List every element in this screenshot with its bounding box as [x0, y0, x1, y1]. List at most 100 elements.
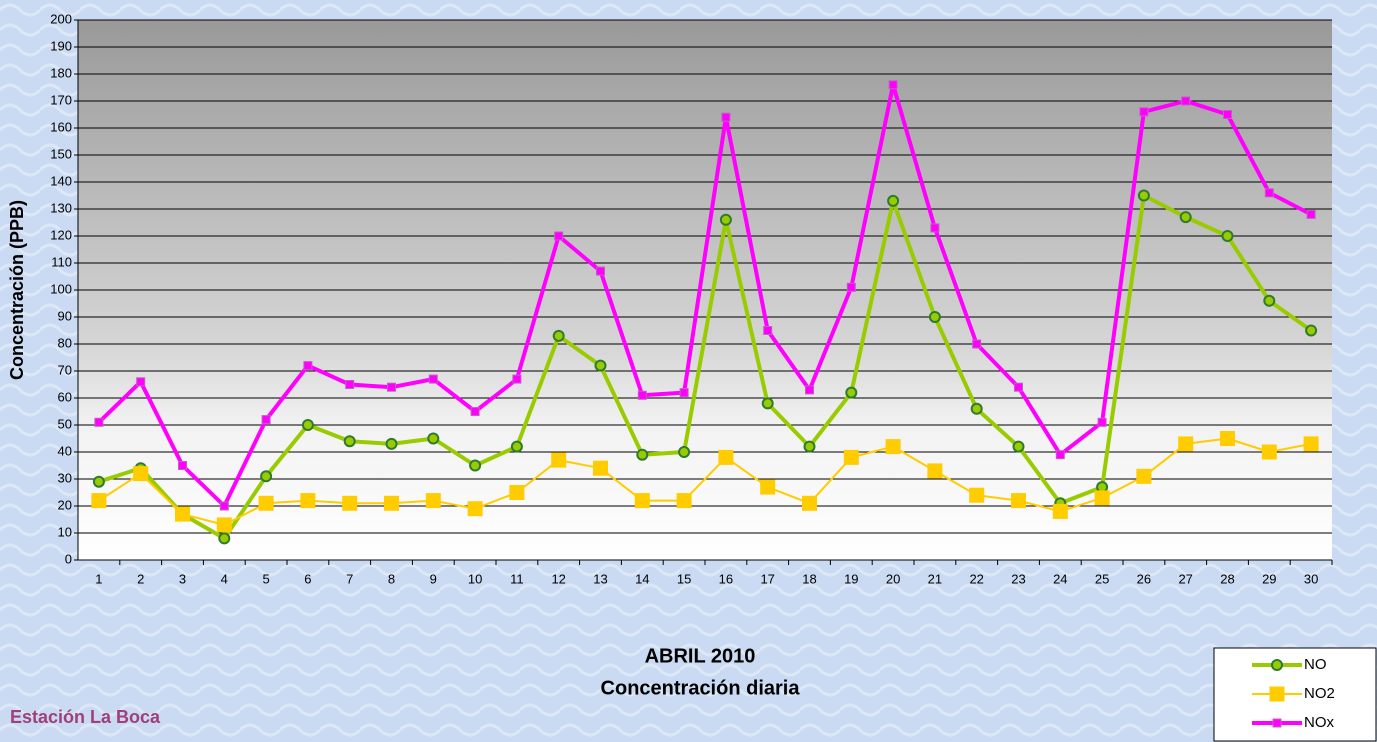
- point: [429, 375, 437, 383]
- y-tick-label: 40: [58, 443, 72, 458]
- point: [304, 362, 312, 370]
- y-tick-label: 190: [50, 38, 72, 53]
- y-tick-label: 0: [65, 551, 72, 566]
- x-tick-label: 11: [510, 571, 524, 586]
- y-tick-label: 100: [50, 281, 72, 296]
- x-tick-label: 18: [802, 571, 816, 586]
- point: [303, 420, 313, 430]
- point: [1014, 442, 1024, 452]
- point: [426, 494, 440, 508]
- y-tick-label: 50: [58, 416, 72, 431]
- point: [137, 378, 145, 386]
- point: [1223, 231, 1233, 241]
- y-tick-label: 90: [58, 308, 72, 323]
- point: [1262, 445, 1276, 459]
- point: [388, 383, 396, 391]
- point: [554, 331, 564, 341]
- point: [806, 386, 814, 394]
- point: [261, 471, 271, 481]
- point: [1264, 296, 1274, 306]
- point: [928, 464, 942, 478]
- point: [1307, 210, 1315, 218]
- y-tick-label: 140: [50, 173, 72, 188]
- point: [889, 81, 897, 89]
- point: [594, 461, 608, 475]
- point: [512, 442, 522, 452]
- point: [95, 418, 103, 426]
- x-tick-label: 28: [1220, 571, 1234, 586]
- point: [1137, 469, 1151, 483]
- point: [805, 442, 815, 452]
- x-tick-label: 22: [969, 571, 983, 586]
- point: [761, 480, 775, 494]
- point: [346, 381, 354, 389]
- x-tick-label: 7: [346, 571, 353, 586]
- y-tick-label: 70: [58, 362, 72, 377]
- x-tick-label: 15: [677, 571, 691, 586]
- point: [679, 447, 689, 457]
- point: [387, 439, 397, 449]
- point: [385, 496, 399, 510]
- point: [886, 440, 900, 454]
- point: [179, 462, 187, 470]
- point: [428, 434, 438, 444]
- x-tick-label: 4: [221, 571, 228, 586]
- point: [970, 488, 984, 502]
- x-tick-label: 24: [1053, 571, 1067, 586]
- y-tick-label: 130: [50, 200, 72, 215]
- x-tick-label: 14: [635, 571, 649, 586]
- x-tick-label: 23: [1011, 571, 1025, 586]
- x-tick-label: 9: [430, 571, 437, 586]
- point: [1012, 494, 1026, 508]
- point: [846, 388, 856, 398]
- point: [763, 398, 773, 408]
- point: [259, 496, 273, 510]
- point: [220, 502, 228, 510]
- point: [972, 404, 982, 414]
- x-tick-label: 25: [1095, 571, 1109, 586]
- y-tick-label: 80: [58, 335, 72, 350]
- point: [471, 408, 479, 416]
- point: [345, 436, 355, 446]
- y-tick-label: 10: [58, 524, 72, 539]
- y-axis-label: Concentración (PPB): [7, 200, 27, 380]
- x-tick-label: 16: [719, 571, 733, 586]
- point: [722, 113, 730, 121]
- point: [343, 496, 357, 510]
- y-tick-label: 170: [50, 92, 72, 107]
- legend-label: NO2: [1304, 685, 1335, 702]
- point: [1304, 437, 1318, 451]
- point: [1181, 212, 1191, 222]
- point: [1053, 504, 1067, 518]
- point: [513, 375, 521, 383]
- x-tick-label: 6: [304, 571, 311, 586]
- point: [596, 361, 606, 371]
- point: [844, 450, 858, 464]
- y-tick-label: 20: [58, 497, 72, 512]
- point: [1139, 191, 1149, 201]
- point: [931, 224, 939, 232]
- x-tick-label: 27: [1178, 571, 1192, 586]
- x-tick-label: 8: [388, 571, 395, 586]
- point: [888, 196, 898, 206]
- point: [470, 461, 480, 471]
- chart-subtitle: Concentración diaria: [601, 677, 801, 699]
- legend-label: NO: [1304, 656, 1327, 673]
- y-tick-label: 110: [51, 254, 72, 269]
- legend-label: NOx: [1304, 714, 1335, 731]
- y-tick-label: 180: [50, 65, 72, 80]
- point: [637, 450, 647, 460]
- legend-marker: [1270, 687, 1284, 701]
- point: [973, 340, 981, 348]
- point: [1182, 97, 1190, 105]
- y-tick-label: 30: [58, 470, 72, 485]
- point: [262, 416, 270, 424]
- point: [94, 477, 104, 487]
- point: [677, 494, 691, 508]
- point: [1179, 437, 1193, 451]
- point: [680, 389, 688, 397]
- legend-marker: [1272, 660, 1282, 670]
- x-tick-label: 1: [95, 571, 102, 586]
- point: [1095, 491, 1109, 505]
- point: [1221, 432, 1235, 446]
